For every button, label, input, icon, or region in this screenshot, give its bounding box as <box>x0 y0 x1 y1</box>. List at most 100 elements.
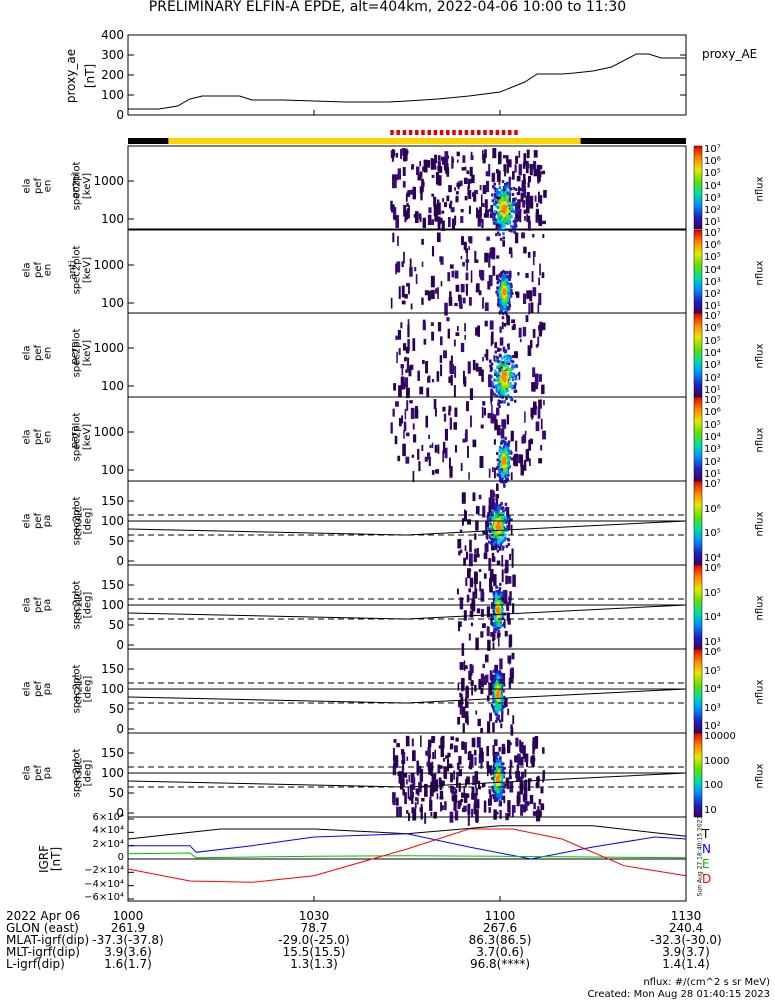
flux-pixel <box>501 530 505 534</box>
flux-pixel <box>463 660 466 672</box>
flux-pixel <box>495 595 498 599</box>
science-zone-mark <box>464 130 469 135</box>
flux-pixel <box>506 449 510 453</box>
flux-pixel <box>495 704 498 708</box>
flux-pixel <box>403 772 408 778</box>
flux-pixel <box>496 670 499 674</box>
flux-pixel <box>508 176 512 180</box>
proxy-ae-line <box>128 53 686 110</box>
science-zone-mark <box>452 130 456 135</box>
flux-pixel <box>520 756 524 766</box>
flux-pixel <box>499 532 503 536</box>
flux-pixel <box>504 389 507 393</box>
flux-pixel <box>412 338 416 351</box>
flux-pixel <box>492 790 496 794</box>
flux-pixel <box>471 737 476 748</box>
science-zone-mark <box>501 130 506 135</box>
flux-pixel <box>496 286 499 290</box>
flux-pixel <box>524 753 529 763</box>
flux-pixel <box>515 440 518 452</box>
flux-pixel <box>499 326 502 333</box>
flux-pixel <box>505 480 508 484</box>
colorbar-tick-label: 10⁷ <box>704 311 721 322</box>
flux-pixel <box>532 757 536 762</box>
flux-pixel <box>464 334 466 340</box>
flux-pixel <box>421 261 424 267</box>
flux-pixel <box>497 772 500 776</box>
flux-pixel <box>420 735 422 748</box>
flux-pixel <box>406 756 409 761</box>
flux-pixel <box>496 231 500 235</box>
flux-pixel <box>402 760 405 770</box>
colorbar-tick-label: 10⁷ <box>704 228 721 239</box>
flux-pixel <box>485 171 489 177</box>
flux-pixel <box>497 695 500 699</box>
flux-pixel <box>475 637 479 651</box>
flux-pixel <box>510 229 513 233</box>
flux-pixel <box>501 386 505 390</box>
proxy-ae-ytick-label: 0 <box>116 108 124 122</box>
flux-pixel <box>499 348 502 352</box>
flux-pixel <box>509 187 513 191</box>
pa-ytick-label: 50 <box>108 786 124 800</box>
flux-pixel <box>510 398 513 402</box>
flux-pixel <box>494 342 498 349</box>
flux-pixel <box>503 224 506 228</box>
flux-pixel <box>395 175 397 189</box>
flux-pixel <box>530 407 534 418</box>
flux-pixel <box>472 359 476 371</box>
flux-pixel <box>512 202 516 206</box>
flux-pixel <box>496 710 499 714</box>
flux-pixel <box>491 193 494 197</box>
flux-pixel <box>470 155 474 160</box>
flux-pixel <box>458 550 461 556</box>
colorbar-tick-label: 10⁷ <box>704 144 721 155</box>
flux-pixel <box>497 612 500 616</box>
flux-pixel <box>441 220 445 232</box>
flux-pixel <box>434 469 439 474</box>
science-zone-mark <box>483 130 487 135</box>
flux-pixel <box>510 724 513 729</box>
flux-pixel <box>534 383 539 390</box>
flux-pixel <box>510 291 514 295</box>
flux-pixel <box>414 408 419 419</box>
flux-pixel <box>519 739 521 752</box>
flux-pixel <box>499 760 503 764</box>
flux-pixel <box>412 750 416 762</box>
flux-pixel <box>493 212 497 216</box>
colorbar-tick-label: 10² <box>704 288 721 300</box>
colorbar-tick-label: 10³ <box>704 192 721 204</box>
flux-pixel <box>496 281 499 285</box>
colorbar-tick-label: 10⁴ <box>704 684 721 695</box>
flux-pixel <box>504 354 508 358</box>
flux-pixel <box>450 207 455 213</box>
flux-pixel <box>502 459 505 463</box>
flux-pixel <box>504 191 507 195</box>
flux-pixel <box>495 389 499 393</box>
flux-pixel <box>502 193 506 197</box>
science-zone-mark <box>439 130 444 135</box>
flux-pixel <box>411 807 415 814</box>
flux-pixel <box>463 376 467 387</box>
flux-pixel <box>443 413 447 422</box>
flux-pixel <box>435 205 438 210</box>
flux-pixel <box>497 376 501 380</box>
flux-pixel <box>489 247 492 259</box>
flux-pixel <box>484 149 487 158</box>
flux-pixel <box>506 354 510 358</box>
flux-pixel <box>448 457 451 469</box>
flux-pixel <box>465 283 468 296</box>
flux-pixel <box>420 806 423 820</box>
flux-pixel <box>491 768 494 772</box>
flux-pixel <box>496 683 499 687</box>
flux-pixel <box>443 350 447 359</box>
flux-pixel <box>488 208 492 212</box>
flux-pixel <box>501 743 506 748</box>
flux-pixel <box>459 180 463 187</box>
flux-pixel <box>475 327 478 336</box>
footer-row-value: 267.6 <box>482 921 518 935</box>
flux-pixel <box>396 743 400 748</box>
flux-pixel <box>499 363 503 367</box>
flux-pixel <box>506 477 510 481</box>
flux-pixel <box>496 255 500 259</box>
